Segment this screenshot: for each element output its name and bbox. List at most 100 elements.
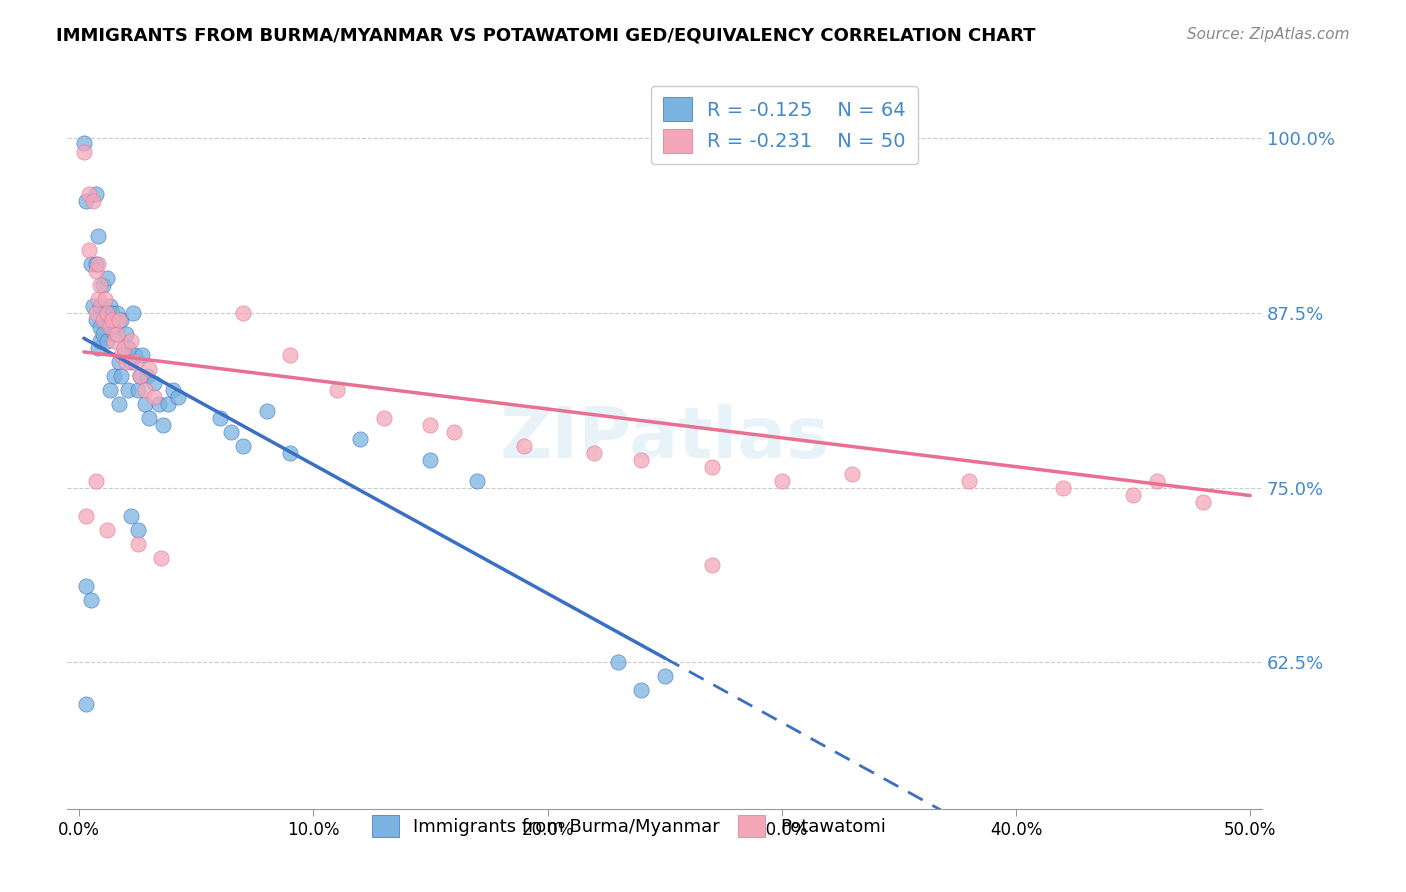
Point bbox=[91, 326, 114, 341]
Point bbox=[87, 257, 110, 271]
Point bbox=[84, 257, 107, 271]
Text: ZIPatlas: ZIPatlas bbox=[499, 404, 830, 474]
Point bbox=[87, 341, 110, 355]
Point bbox=[94, 292, 117, 306]
Point bbox=[162, 383, 184, 397]
Point bbox=[131, 348, 153, 362]
Point bbox=[84, 306, 107, 320]
Point bbox=[120, 355, 142, 369]
Point bbox=[278, 348, 301, 362]
Point bbox=[89, 334, 111, 348]
Point bbox=[84, 313, 107, 327]
Point bbox=[75, 698, 97, 712]
Point bbox=[465, 474, 488, 488]
Point bbox=[112, 348, 135, 362]
Point bbox=[513, 439, 536, 453]
Point bbox=[443, 425, 465, 439]
Point bbox=[112, 341, 135, 355]
Point bbox=[108, 355, 131, 369]
Point bbox=[103, 368, 125, 383]
Point bbox=[96, 271, 118, 285]
Point bbox=[91, 313, 114, 327]
Point bbox=[96, 523, 118, 537]
Point bbox=[127, 523, 149, 537]
Point bbox=[80, 257, 103, 271]
Point bbox=[136, 368, 159, 383]
Point bbox=[73, 145, 96, 160]
Point bbox=[221, 425, 243, 439]
Point bbox=[1122, 488, 1144, 502]
Point bbox=[122, 306, 145, 320]
Point bbox=[630, 452, 652, 467]
Point bbox=[129, 368, 152, 383]
Point bbox=[96, 334, 118, 348]
Point bbox=[841, 467, 863, 481]
Point bbox=[101, 320, 124, 334]
Point bbox=[101, 306, 124, 320]
Point bbox=[84, 187, 107, 202]
Point bbox=[152, 417, 174, 432]
Point bbox=[84, 264, 107, 278]
Point bbox=[105, 306, 128, 320]
Point bbox=[232, 439, 254, 453]
Point bbox=[96, 306, 118, 320]
Point bbox=[124, 348, 146, 362]
Point bbox=[73, 136, 96, 150]
Point bbox=[101, 313, 124, 327]
Point bbox=[75, 194, 97, 209]
Point bbox=[606, 656, 628, 670]
Point bbox=[143, 376, 166, 390]
Point bbox=[583, 446, 606, 460]
Point bbox=[108, 313, 131, 327]
Text: Source: ZipAtlas.com: Source: ZipAtlas.com bbox=[1187, 27, 1350, 42]
Point bbox=[630, 683, 652, 698]
Point bbox=[1146, 474, 1168, 488]
Point bbox=[82, 194, 104, 209]
Point bbox=[89, 320, 111, 334]
Point bbox=[120, 334, 142, 348]
Point bbox=[117, 383, 139, 397]
Point bbox=[98, 383, 121, 397]
Legend: Immigrants from Burma/Myanmar, Potawatomi: Immigrants from Burma/Myanmar, Potawatom… bbox=[364, 808, 893, 845]
Point bbox=[166, 390, 188, 404]
Point bbox=[957, 474, 980, 488]
Point bbox=[419, 452, 441, 467]
Point bbox=[138, 362, 160, 376]
Point bbox=[232, 306, 254, 320]
Point bbox=[89, 278, 111, 293]
Point bbox=[77, 187, 100, 202]
Point bbox=[87, 229, 110, 244]
Point bbox=[80, 592, 103, 607]
Point bbox=[700, 459, 723, 474]
Point bbox=[770, 474, 793, 488]
Point bbox=[373, 410, 395, 425]
Point bbox=[278, 446, 301, 460]
Text: IMMIGRANTS FROM BURMA/MYANMAR VS POTAWATOMI GED/EQUIVALENCY CORRELATION CHART: IMMIGRANTS FROM BURMA/MYANMAR VS POTAWAT… bbox=[56, 27, 1036, 45]
Point bbox=[124, 355, 146, 369]
Point bbox=[143, 390, 166, 404]
Point bbox=[110, 313, 132, 327]
Point bbox=[110, 348, 132, 362]
Point bbox=[157, 397, 180, 411]
Point bbox=[700, 558, 723, 572]
Point bbox=[94, 306, 117, 320]
Point bbox=[103, 334, 125, 348]
Point bbox=[150, 550, 173, 565]
Point bbox=[208, 410, 231, 425]
Point bbox=[91, 278, 114, 293]
Point bbox=[129, 368, 152, 383]
Point bbox=[127, 383, 149, 397]
Point bbox=[117, 341, 139, 355]
Point bbox=[349, 432, 371, 446]
Point bbox=[134, 397, 156, 411]
Point bbox=[256, 404, 278, 418]
Point bbox=[148, 397, 170, 411]
Point bbox=[134, 383, 156, 397]
Point bbox=[326, 383, 349, 397]
Point bbox=[138, 410, 160, 425]
Point bbox=[654, 669, 676, 683]
Point bbox=[1192, 494, 1215, 508]
Point bbox=[115, 326, 138, 341]
Point bbox=[77, 243, 100, 257]
Point bbox=[75, 508, 97, 523]
